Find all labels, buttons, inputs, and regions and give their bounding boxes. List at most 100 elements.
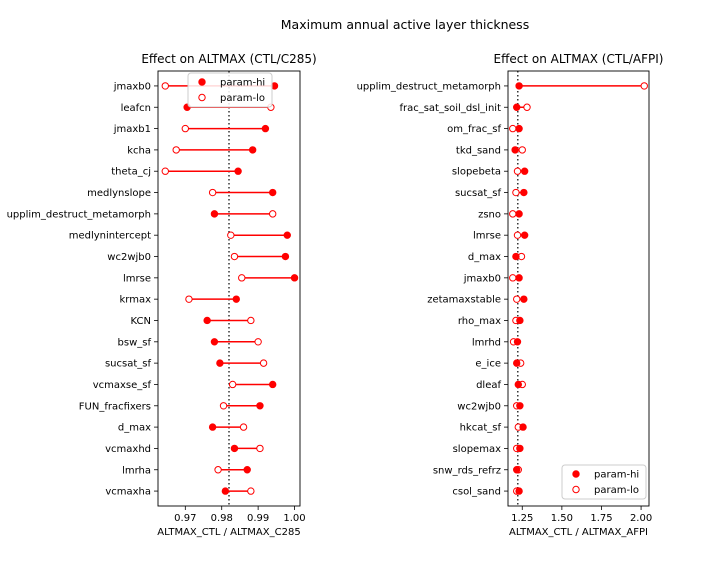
param-hi-marker [513, 103, 521, 111]
legend-marker-param-hi [572, 470, 580, 478]
y-tick-label: dleaf [476, 380, 501, 391]
param-hi-marker [515, 210, 523, 218]
legend-label: param-lo [594, 485, 639, 496]
legend-marker-param-hi [198, 78, 206, 86]
chart-panel-right: 1.25 1.50 1.75 2.00 upplim_destruct_metamorp… [357, 52, 664, 538]
param-hi-marker [234, 167, 242, 175]
param-hi-marker [221, 487, 230, 495]
x-tick-label: 1.00 [283, 513, 305, 524]
y-tick-label: zetamaxstable [427, 295, 501, 306]
param-lo-marker [228, 380, 237, 389]
param-hi-marker [513, 359, 521, 367]
param-hi-marker [512, 252, 520, 261]
y-tick-label: theta_cj [111, 167, 151, 178]
x-axis-label: ALTMAX_CTL / ALTMAX_C285 [157, 527, 300, 538]
param-lo-marker [256, 444, 264, 453]
param-hi-marker [203, 316, 211, 325]
param-hi-marker [208, 423, 217, 431]
legend-marker-param-lo [572, 485, 580, 494]
y-tick-label: jmaxb0 [113, 81, 151, 92]
param-hi-marker [281, 252, 290, 261]
param-hi-marker [515, 274, 523, 282]
x-axis-label: ALTMAX_CTL / ALTMAX_AFPI [509, 527, 648, 538]
param-lo-marker [238, 274, 246, 282]
param-hi-marker [283, 231, 291, 239]
chart-title: Effect on ALTMAX (CTL/AFPI) [494, 52, 664, 66]
x-tick-label: 1.50 [551, 513, 573, 524]
figure-title: Maximum annual active layer thickness [281, 17, 529, 32]
y-tick-label: snw_rds_refrz [433, 465, 501, 476]
param-hi-marker [516, 402, 524, 410]
param-lo-marker [247, 316, 255, 325]
param-lo-marker [161, 82, 169, 90]
param-hi-marker [290, 274, 299, 282]
y-tick-label: sucsat_sf [105, 359, 152, 370]
y-tick-label: kcha [127, 145, 151, 156]
param-hi-marker [513, 466, 521, 474]
param-lo-marker [268, 210, 277, 218]
y-tick-label: e_ice [475, 359, 501, 370]
y-tick-label: rho_max [458, 316, 501, 327]
param-lo-marker [181, 124, 190, 133]
y-tick-label: frac_sat_soil_dsl_init [399, 103, 501, 114]
y-tick-label: vcmaxse_sf [93, 380, 152, 391]
y-tick-label: wc2wjb0 [457, 401, 501, 412]
y-tick-label: jmaxb1 [113, 124, 151, 135]
param-lo-marker [518, 146, 526, 154]
param-hi-marker [516, 316, 524, 325]
param-lo-marker [219, 402, 228, 410]
param-lo-marker [509, 274, 517, 282]
param-hi-marker [520, 188, 528, 197]
y-tick-label: medlynintercept [69, 231, 151, 242]
chart-panel-left: 0.97 0.98 0.99 1.00 jmaxb0 leafcn jmaxb1 kcha th… [7, 52, 317, 538]
y-tick-label: upplim_destruct_metamorph [357, 81, 501, 92]
param-lo-marker [513, 167, 522, 175]
y-tick-label: zsno [478, 209, 501, 220]
param-lo-marker [509, 124, 517, 133]
y-tick-label: FUN_fracfixers [79, 401, 151, 412]
param-hi-marker [511, 146, 519, 154]
y-tick-label: hkcat_sf [460, 423, 502, 434]
param-lo-marker [214, 466, 222, 474]
param-hi-marker [515, 82, 523, 90]
param-lo-marker [227, 231, 235, 239]
param-lo-marker [259, 359, 268, 367]
param-hi-marker [516, 444, 524, 453]
param-lo-marker [640, 82, 648, 90]
param-hi-marker [248, 146, 257, 154]
y-tick-label: bsw_sf [118, 337, 152, 348]
legend-box [187, 72, 273, 108]
y-tick-label: slopemax [453, 444, 501, 455]
param-hi-marker [520, 167, 529, 175]
y-tick-label: leafcn [121, 103, 151, 114]
y-tick-label: om_frac_sf [447, 124, 501, 135]
param-hi-marker [261, 124, 270, 133]
legend-label: param-lo [220, 93, 265, 104]
param-hi-marker [210, 210, 219, 218]
chart-title: Effect on ALTMAX (CTL/C285) [141, 52, 316, 66]
param-lo-marker [172, 146, 180, 154]
param-lo-marker [513, 295, 521, 303]
y-tick-label: jmaxb0 [463, 273, 501, 284]
param-hi-marker [519, 423, 527, 431]
y-tick-label: d_max [468, 252, 501, 263]
y-tick-label: medlynslope [87, 188, 151, 199]
param-lo-marker [239, 423, 248, 431]
param-hi-marker [230, 444, 239, 453]
param-lo-marker [523, 103, 531, 111]
param-hi-marker [513, 338, 522, 346]
plot-frame [507, 70, 650, 507]
param-hi-marker [514, 380, 522, 389]
y-tick-label: lmrha [122, 465, 151, 476]
param-lo-marker [513, 231, 522, 239]
y-tick-label: upplim_destruct_metamorph [7, 209, 151, 220]
param-lo-marker [247, 487, 255, 495]
param-hi-marker [243, 466, 251, 474]
y-tick-label: KCN [131, 316, 151, 327]
param-hi-marker [268, 380, 277, 389]
param-hi-marker [515, 487, 523, 495]
legend-label: param-hi [594, 470, 639, 481]
param-lo-marker [161, 167, 169, 175]
legend-label: param-hi [220, 78, 265, 89]
